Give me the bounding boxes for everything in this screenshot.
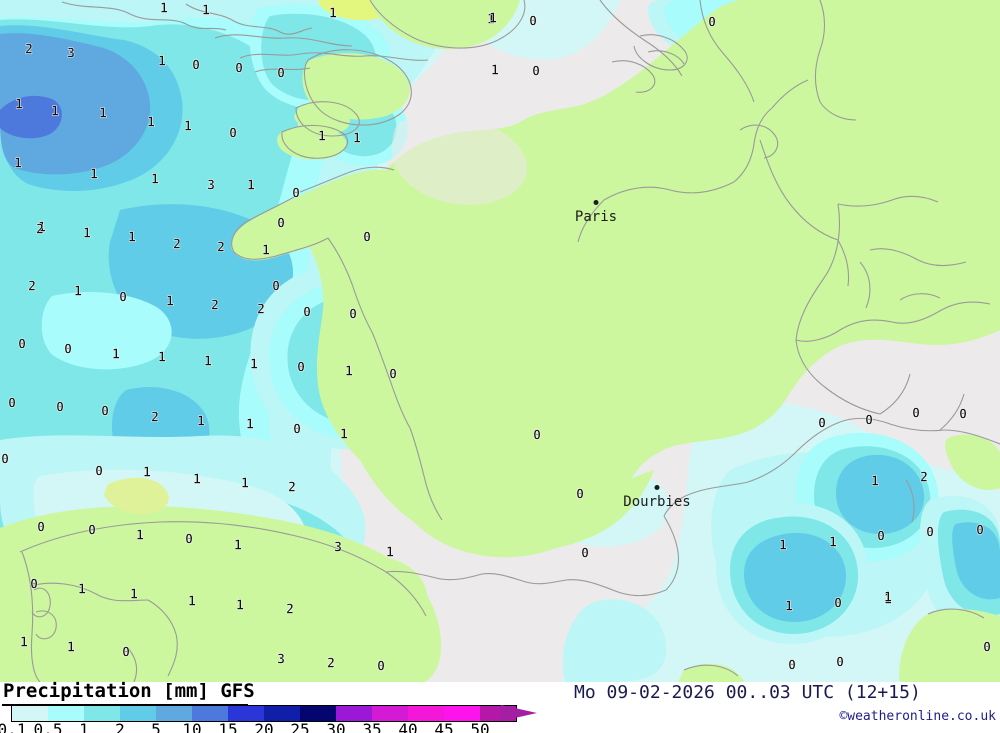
color-swatch[interactable] [48, 706, 84, 721]
precip-sw-med-pocket [562, 599, 667, 682]
genoa-green [945, 434, 1000, 490]
italy-fragment-2 [678, 663, 744, 682]
color-swatch[interactable] [120, 706, 156, 721]
legend-title: Precipitation [mm] GFS [3, 680, 255, 702]
color-swatch[interactable] [192, 706, 228, 721]
color-swatch[interactable] [228, 706, 264, 721]
color-scale-tick-label: 0.1 [0, 720, 27, 733]
map-footer: Precipitation [mm] GFS 0.1 0.5 1 2 5 10 15 20 25… [0, 680, 1000, 733]
britain-n [371, 0, 520, 50]
precip-core-3-inner [0, 95, 62, 139]
precip-east-med-c [952, 522, 1000, 600]
map-canvas [0, 0, 1000, 682]
color-swatch[interactable] [300, 706, 336, 721]
cornwall [277, 126, 347, 160]
color-scale-tick-label: 5 [151, 720, 161, 733]
color-scale-tick-label: 20 [254, 720, 274, 733]
color-swatch[interactable] [264, 706, 300, 721]
copyright-notice: ©weatheronline.co.uk [839, 709, 996, 724]
color-scale-tick-label: 2 [115, 720, 125, 733]
color-swatch[interactable] [444, 706, 480, 721]
color-scale-tick-label: 30 [326, 720, 346, 733]
color-scale-tick-label: 40 [398, 720, 418, 733]
precip-pocket-pale-1 [41, 292, 172, 370]
color-scale-tick-label: 10 [182, 720, 202, 733]
south-france [360, 451, 654, 552]
color-scale-overflow-arrow [501, 705, 537, 721]
color-scale-tick-label: 50 [470, 720, 490, 733]
channel-grey [392, 117, 528, 205]
color-scale-tick-label: 25 [290, 720, 310, 733]
color-scale-tick-label: 15 [218, 720, 238, 733]
britain-w [302, 53, 410, 120]
color-scale-tick-label: 1 [79, 720, 89, 733]
precip-balearic-c [744, 532, 846, 622]
iberia-nw-green [104, 477, 169, 515]
color-scale-tick-label: 45 [434, 720, 454, 733]
color-scale-tick-label: 35 [362, 720, 382, 733]
brittany [230, 197, 332, 261]
italy-fragment [899, 608, 1000, 682]
color-scale-tick-label: 0.5 [33, 720, 63, 733]
iberia-coast-green [327, 557, 428, 655]
iberia [0, 506, 442, 682]
color-scale-bar[interactable] [11, 705, 517, 722]
precip-core-3-nw [0, 33, 151, 175]
color-swatch[interactable] [408, 706, 444, 721]
color-scale-ticks: 0.1 0.5 1 2 5 10 15 20 25 30 35 40 45 50 [0, 720, 560, 733]
precip-genoa-c [836, 454, 925, 534]
land-masses [0, 0, 1000, 682]
country-borders [19, 0, 1000, 682]
color-swatch[interactable] [84, 706, 120, 721]
color-swatch[interactable] [156, 706, 192, 721]
forecast-datetime: Mo 09-02-2026 00..03 UTC (12+15) [574, 682, 921, 703]
color-swatch[interactable] [12, 706, 48, 721]
color-swatch[interactable] [372, 706, 408, 721]
color-swatch[interactable] [336, 706, 372, 721]
